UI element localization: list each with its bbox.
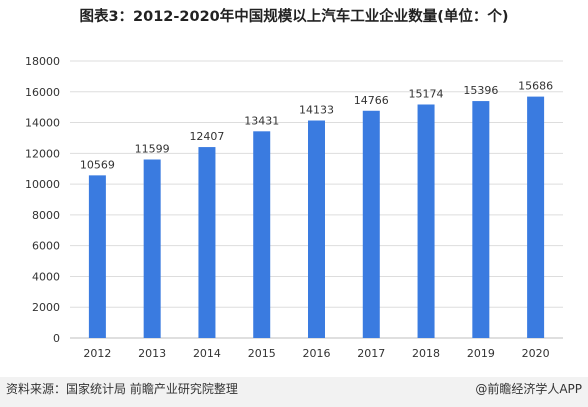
chart-title: 图表3：2012-2020年中国规模以上汽车工业企业数量(单位：个) bbox=[79, 9, 509, 25]
bar-value-label: 11599 bbox=[135, 143, 170, 156]
bar-value-label: 15174 bbox=[409, 87, 444, 100]
footer-bar: 资料来源：国家统计局 前瞻产业研究院整理 @前瞻经济学人APP bbox=[0, 377, 588, 407]
y-tick-label: 8000 bbox=[32, 209, 60, 222]
source-note: 资料来源：国家统计局 前瞻产业研究院整理 bbox=[6, 382, 238, 396]
y-tick-label: 10000 bbox=[25, 178, 60, 191]
x-tick-label: 2018 bbox=[412, 347, 440, 360]
bar bbox=[308, 120, 325, 338]
bar-value-label: 14133 bbox=[299, 104, 334, 117]
x-tick-label: 2015 bbox=[248, 347, 276, 360]
y-tick-label: 6000 bbox=[32, 240, 60, 253]
bar-value-label: 13431 bbox=[244, 114, 279, 127]
bar-value-label: 15686 bbox=[518, 80, 553, 93]
y-tick-label: 12000 bbox=[25, 147, 60, 160]
y-tick-label: 4000 bbox=[32, 270, 60, 283]
y-tick-label: 18000 bbox=[25, 55, 60, 68]
bar-value-label: 12407 bbox=[189, 130, 224, 143]
x-tick-label: 2019 bbox=[467, 347, 495, 360]
x-tick-label: 2016 bbox=[303, 347, 331, 360]
bar bbox=[88, 175, 106, 338]
bar bbox=[527, 96, 545, 338]
x-tick-label: 2020 bbox=[522, 347, 550, 360]
bar bbox=[198, 147, 216, 338]
x-tick-label: 2014 bbox=[193, 347, 221, 360]
y-tick-label: 14000 bbox=[25, 117, 60, 130]
bar-value-label: 10569 bbox=[80, 158, 115, 171]
bar-value-label: 15396 bbox=[463, 84, 498, 97]
bar bbox=[253, 131, 271, 338]
x-tick-label: 2013 bbox=[138, 347, 166, 360]
bar bbox=[143, 159, 161, 338]
x-tick-label: 2017 bbox=[357, 347, 385, 360]
x-tick-label: 2012 bbox=[83, 347, 111, 360]
brand-label: @前瞻经济学人APP bbox=[475, 382, 582, 396]
bar-value-label: 14766 bbox=[354, 94, 389, 107]
bar bbox=[362, 110, 380, 338]
y-tick-label: 16000 bbox=[25, 86, 60, 99]
bar bbox=[417, 104, 435, 338]
y-tick-label: 0 bbox=[53, 332, 60, 345]
bar bbox=[472, 101, 490, 339]
y-tick-label: 2000 bbox=[32, 301, 60, 314]
